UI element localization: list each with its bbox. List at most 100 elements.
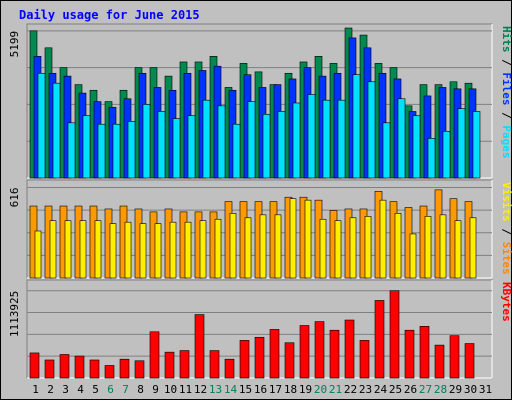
bar-pages-day-2	[52, 82, 61, 179]
bar-pages-day-17	[277, 111, 286, 179]
bar-pages-day-14	[232, 123, 241, 179]
x-tick-label: 6	[107, 383, 114, 396]
bar-kbytes-day-7	[119, 358, 130, 379]
bar-pages-day-29	[457, 108, 466, 179]
legend-entry: /	[500, 222, 512, 242]
bar-sites-day-8	[139, 223, 147, 279]
bar-sites-day-2	[49, 220, 57, 279]
bar-sites-day-26	[409, 233, 417, 279]
bar-pages-day-25	[397, 98, 406, 179]
bar-kbytes-day-18	[284, 342, 295, 379]
x-tick-label: 24	[374, 383, 388, 396]
bar-pages-day-21	[337, 99, 346, 179]
bar-kbytes-day-23	[359, 340, 370, 379]
bar-sites-day-20	[319, 218, 327, 279]
bar-sites-day-3	[64, 220, 72, 279]
bar-kbytes-day-5	[89, 359, 100, 379]
panel-hits-files-pages: 5199 Hits / Files / Pages	[8, 23, 512, 179]
bar-pages-day-13	[217, 105, 226, 179]
bar-pages-day-1	[37, 72, 46, 179]
bar-kbytes-day-14	[224, 358, 235, 379]
x-tick-label: 25	[389, 383, 402, 396]
x-tick-label: 17	[269, 383, 282, 396]
legend-entry: KBytes	[500, 282, 512, 322]
series-legend: KBytes	[500, 282, 512, 322]
bar-pages-day-6	[112, 123, 121, 179]
y-max-label: 616	[8, 188, 21, 208]
bar-pages-day-28	[442, 131, 451, 179]
legend-entry: Sites	[500, 242, 512, 275]
bar-kbytes-day-26	[404, 329, 415, 379]
x-tick-label: 20	[314, 383, 327, 396]
bar-sites-day-17	[274, 214, 282, 279]
bar-kbytes-day-3	[59, 354, 70, 379]
panel-sites-visits: 616 Visits / Sites	[8, 179, 512, 279]
x-tick-label: 16	[254, 383, 267, 396]
bar-sites-day-5	[94, 220, 102, 279]
x-tick-label: 19	[299, 383, 312, 396]
bar-pages-day-11	[187, 115, 196, 179]
bar-pages-day-22	[352, 74, 361, 179]
bar-kbytes-day-29	[449, 335, 460, 379]
bar-pages-day-3	[67, 122, 76, 179]
bar-kbytes-day-24	[374, 300, 385, 379]
x-tick-label: 2	[47, 383, 54, 396]
x-tick-label: 14	[224, 383, 238, 396]
bar-sites-day-21	[334, 220, 342, 279]
x-tick-label: 3	[62, 383, 69, 396]
bar-sites-day-19	[304, 199, 312, 279]
bar-kbytes-day-15	[239, 340, 250, 379]
bar-pages-day-15	[247, 101, 256, 179]
bar-sites-day-11	[184, 221, 192, 279]
y-max-label: 1113925	[8, 291, 21, 337]
x-tick-label: 10	[164, 383, 177, 396]
bar-sites-day-15	[244, 217, 252, 279]
bar-kbytes-day-4	[74, 355, 85, 379]
x-tick-label: 5	[92, 383, 99, 396]
bar-kbytes-day-9	[149, 331, 160, 379]
x-tick-label: 8	[137, 383, 144, 396]
bar-kbytes-day-8	[134, 360, 145, 379]
x-tick-label: 28	[434, 383, 447, 396]
x-tick-label: 27	[419, 383, 432, 396]
bar-sites-day-1	[34, 230, 42, 279]
bar-pages-day-4	[82, 115, 91, 179]
bar-kbytes-day-30	[464, 343, 475, 379]
bar-kbytes-day-13	[209, 350, 220, 379]
legend-entry: Hits	[500, 26, 512, 53]
x-tick-label: 11	[179, 383, 192, 396]
bar-pages-day-19	[307, 94, 316, 179]
bar-kbytes-day-27	[419, 325, 430, 379]
bar-kbytes-day-16	[254, 336, 265, 379]
bar-pages-day-23	[367, 81, 376, 179]
bar-kbytes-day-19	[299, 325, 310, 379]
bar-sites-day-6	[109, 223, 117, 279]
bar-sites-day-25	[394, 213, 402, 279]
bar-sites-day-10	[169, 221, 177, 279]
bar-files-day-27	[423, 95, 432, 179]
bar-pages-day-18	[292, 102, 301, 179]
x-tick-label: 12	[194, 383, 207, 396]
legend-entry: /	[500, 53, 512, 73]
bar-sites-day-22	[349, 217, 357, 279]
bar-sites-day-30	[469, 217, 477, 279]
bar-sites-day-23	[364, 216, 372, 279]
bar-sites-day-12	[199, 220, 207, 279]
bar-pages-day-27	[427, 138, 436, 179]
bar-kbytes-day-20	[314, 321, 325, 379]
y-max-label: 5199	[8, 31, 21, 58]
bar-pages-day-16	[262, 114, 271, 179]
x-tick-label: 31	[479, 383, 492, 396]
bar-pages-day-26	[412, 115, 421, 179]
bar-pages-day-12	[202, 99, 211, 179]
bar-sites-day-28	[439, 214, 447, 279]
bar-sites-day-27	[424, 216, 432, 279]
legend-entry: Files	[500, 72, 512, 105]
bar-kbytes-day-11	[179, 350, 190, 379]
bar-sites-day-24	[379, 199, 387, 279]
legend-entry: /	[500, 106, 512, 126]
x-tick-label: 26	[404, 383, 417, 396]
panel-kbytes: 1113925 KBytes	[8, 279, 512, 379]
x-tick-label: 9	[152, 383, 159, 396]
bar-pages-day-8	[142, 104, 151, 179]
